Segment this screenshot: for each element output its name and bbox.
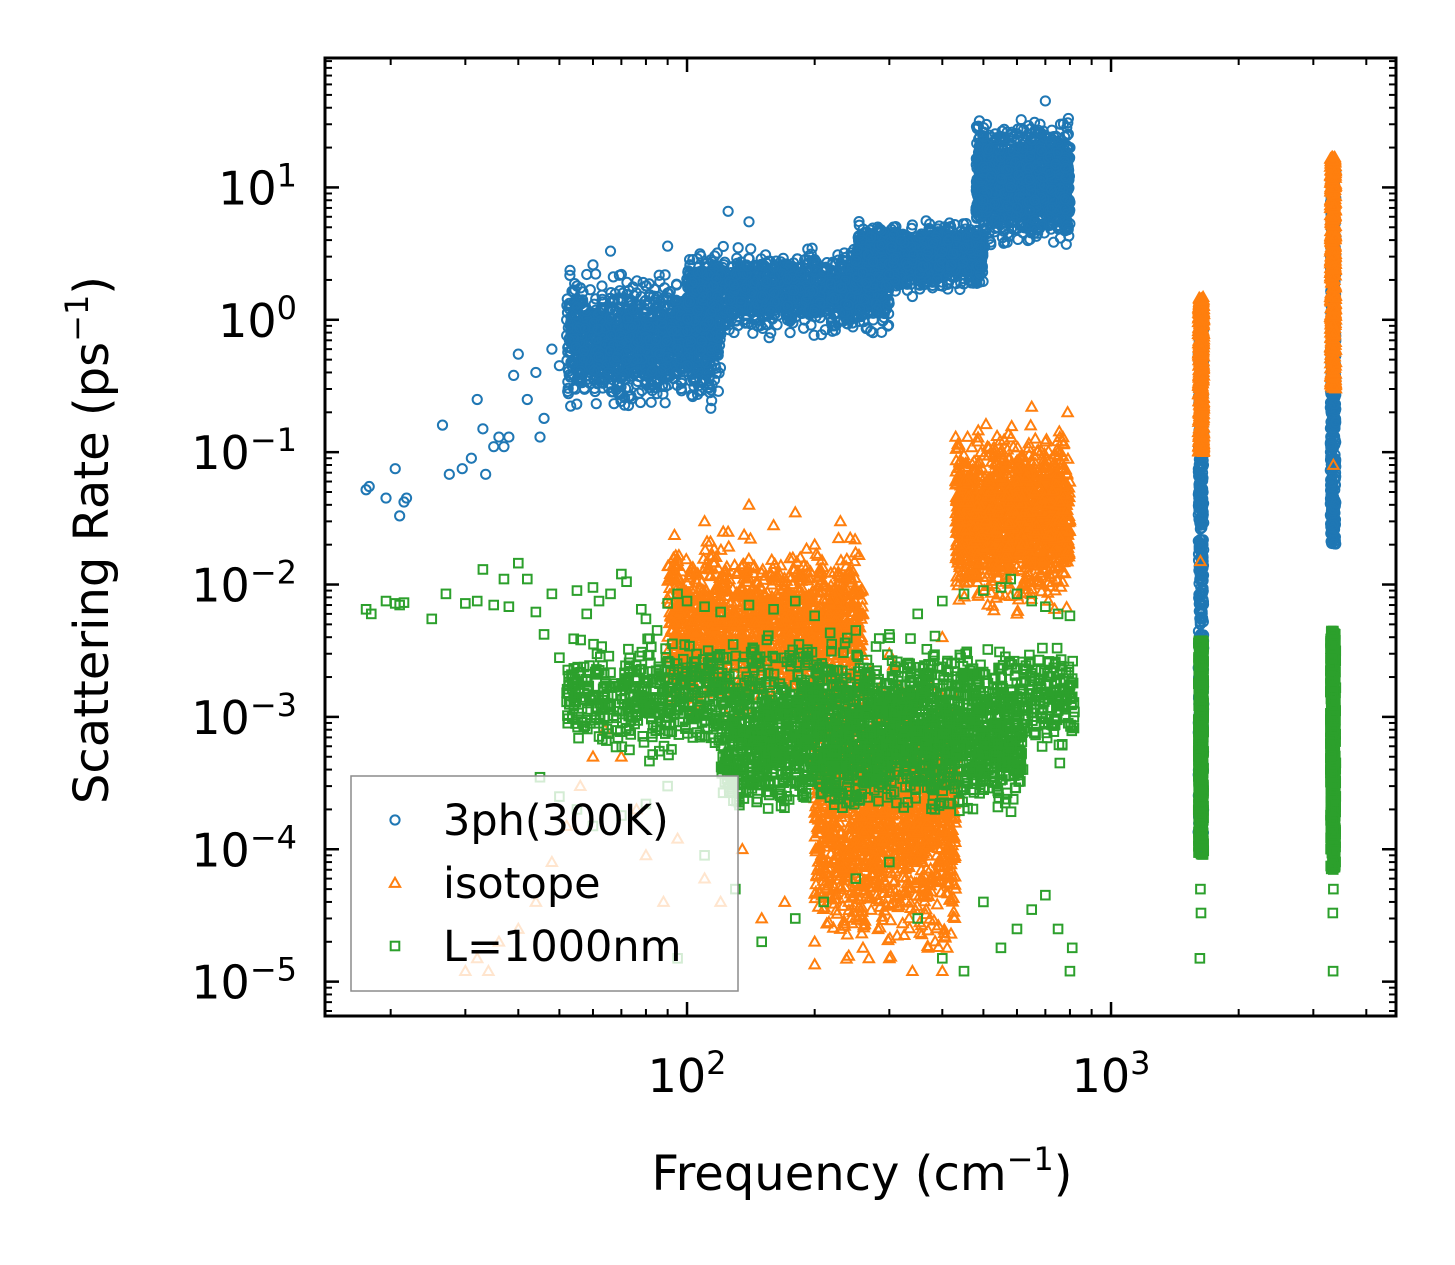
- data-point: [651, 388, 663, 400]
- series-0: [360, 95, 1342, 853]
- data-point: [636, 384, 648, 397]
- data-point: [564, 269, 576, 281]
- data-layer: [360, 95, 1343, 977]
- data-point: [571, 398, 583, 410]
- data-point: [625, 393, 638, 405]
- data-point: [608, 398, 620, 410]
- data-point: [564, 264, 576, 276]
